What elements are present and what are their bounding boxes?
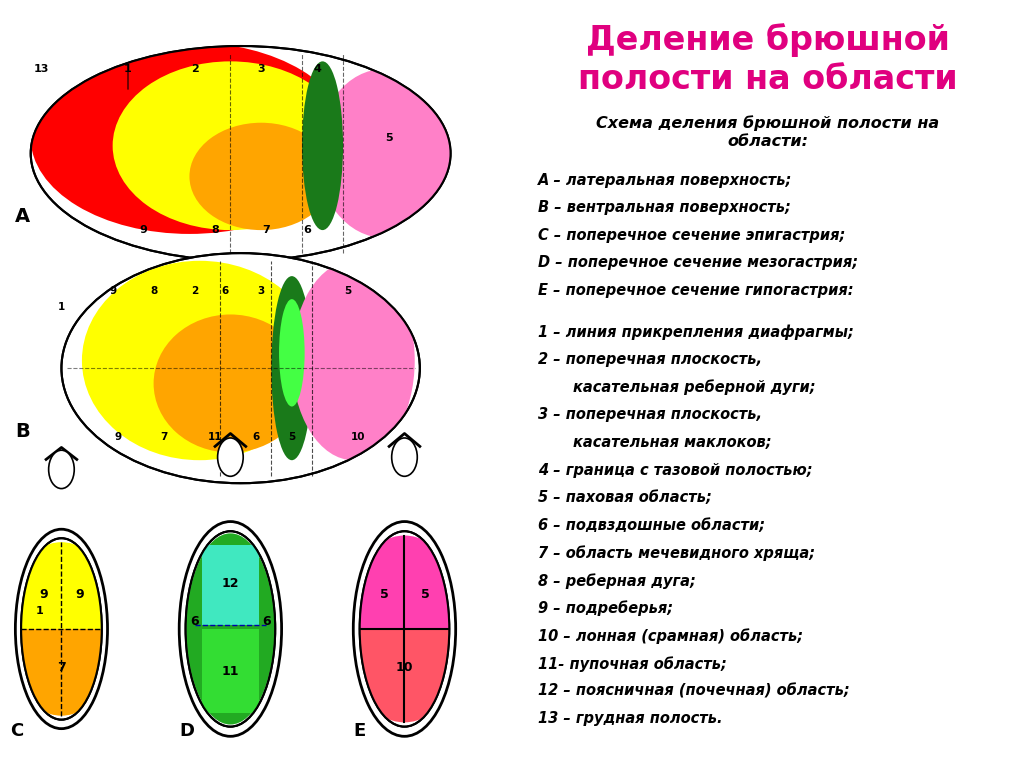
Text: D: D xyxy=(179,723,195,740)
Text: 10 – лонная (срамная) область;: 10 – лонная (срамная) область; xyxy=(538,628,803,644)
Text: B – вентральная поверхность;: B – вентральная поверхность; xyxy=(538,200,791,216)
Text: 1: 1 xyxy=(57,301,66,312)
Text: 13 – грудная полость.: 13 – грудная полость. xyxy=(538,711,722,726)
Text: B: B xyxy=(15,422,30,441)
Text: касательная реберной дуги;: касательная реберной дуги; xyxy=(573,380,816,396)
Text: 9: 9 xyxy=(75,588,84,601)
Text: 5: 5 xyxy=(421,588,429,601)
Text: 2: 2 xyxy=(190,286,199,297)
Text: 4: 4 xyxy=(313,64,322,74)
Wedge shape xyxy=(342,535,467,629)
Text: 3: 3 xyxy=(257,64,265,74)
Ellipse shape xyxy=(359,532,450,726)
Text: 9: 9 xyxy=(39,588,48,601)
Text: 13: 13 xyxy=(33,64,49,74)
Text: 10: 10 xyxy=(351,432,366,443)
Ellipse shape xyxy=(61,253,420,483)
Wedge shape xyxy=(3,629,120,716)
Ellipse shape xyxy=(271,276,312,460)
Text: 7: 7 xyxy=(262,225,270,235)
Text: 12: 12 xyxy=(221,577,240,590)
Text: 9: 9 xyxy=(110,286,116,297)
Text: 7: 7 xyxy=(160,432,168,443)
Text: 11: 11 xyxy=(208,432,222,443)
Ellipse shape xyxy=(113,61,348,230)
Ellipse shape xyxy=(15,529,108,729)
Text: D – поперечное сечение мезогастрия;: D – поперечное сечение мезогастрия; xyxy=(538,255,858,271)
Circle shape xyxy=(217,438,244,476)
Ellipse shape xyxy=(22,538,101,719)
Ellipse shape xyxy=(353,522,456,736)
Ellipse shape xyxy=(189,123,333,230)
Text: A: A xyxy=(15,207,31,226)
Text: 8 – реберная дуга;: 8 – реберная дуга; xyxy=(538,573,695,589)
Ellipse shape xyxy=(82,261,317,460)
Text: 10: 10 xyxy=(395,661,414,674)
Text: 4 – граница с тазовой полостью;: 4 – граница с тазовой полостью; xyxy=(538,463,812,478)
Text: 5: 5 xyxy=(385,133,393,143)
Text: 1: 1 xyxy=(124,64,132,74)
Text: 7: 7 xyxy=(57,661,66,674)
Text: 5: 5 xyxy=(288,432,296,443)
Text: касательная маклоков;: касательная маклоков; xyxy=(573,435,772,450)
Text: Деление брюшной
полости на области: Деление брюшной полости на области xyxy=(579,23,957,97)
Bar xyxy=(203,629,258,713)
Ellipse shape xyxy=(31,46,451,261)
Ellipse shape xyxy=(302,61,343,230)
Ellipse shape xyxy=(31,42,348,234)
Text: 8: 8 xyxy=(211,225,219,235)
Text: 6: 6 xyxy=(252,432,260,443)
Text: 2: 2 xyxy=(190,64,199,74)
Text: 5: 5 xyxy=(344,286,352,297)
Text: 7 – область мечевидного хряща;: 7 – область мечевидного хряща; xyxy=(538,545,815,561)
Text: 11- пупочная область;: 11- пупочная область; xyxy=(538,656,726,672)
Text: 3 – поперечная плоскость,: 3 – поперечная плоскость, xyxy=(538,407,762,423)
Text: 3: 3 xyxy=(257,286,265,297)
Wedge shape xyxy=(342,629,467,723)
Text: C – поперечное сечение эпигастрия;: C – поперечное сечение эпигастрия; xyxy=(538,228,845,243)
Text: Схема деления брюшной полости на
области:: Схема деления брюшной полости на области… xyxy=(596,115,940,150)
Circle shape xyxy=(391,438,418,476)
Text: 5: 5 xyxy=(380,588,388,601)
Ellipse shape xyxy=(292,261,415,460)
Text: 6: 6 xyxy=(190,615,199,628)
Text: 9 – подреберья;: 9 – подреберья; xyxy=(538,601,673,617)
Bar xyxy=(203,545,258,625)
Text: 8: 8 xyxy=(150,286,158,297)
Text: 11: 11 xyxy=(221,665,240,678)
Text: C: C xyxy=(10,723,24,740)
Text: 6: 6 xyxy=(262,615,270,628)
Wedge shape xyxy=(3,542,120,629)
Text: 6: 6 xyxy=(221,286,229,297)
Ellipse shape xyxy=(154,314,307,453)
Text: 5 – паховая область;: 5 – паховая область; xyxy=(538,490,712,505)
Text: 12 – поясничная (почечная) область;: 12 – поясничная (почечная) область; xyxy=(538,683,849,699)
Text: 1: 1 xyxy=(36,606,44,616)
Ellipse shape xyxy=(179,522,282,736)
Text: 6 – подвздошные области;: 6 – подвздошные области; xyxy=(538,518,765,533)
Ellipse shape xyxy=(185,532,275,726)
Text: 6: 6 xyxy=(303,225,311,235)
Ellipse shape xyxy=(279,299,305,407)
Text: 1 – линия прикрепления диафрагмы;: 1 – линия прикрепления диафрагмы; xyxy=(538,324,853,340)
Circle shape xyxy=(49,450,74,489)
Text: 2 – поперечная плоскость,: 2 – поперечная плоскость, xyxy=(538,352,762,367)
Text: 9: 9 xyxy=(139,225,147,235)
Text: 9: 9 xyxy=(115,432,121,443)
Ellipse shape xyxy=(186,533,274,725)
Text: А – латеральная поверхность;: А – латеральная поверхность; xyxy=(538,173,792,188)
Text: E – поперечное сечение гипогастрия:: E – поперечное сечение гипогастрия: xyxy=(538,283,853,298)
Ellipse shape xyxy=(317,69,451,238)
Text: E: E xyxy=(353,723,366,740)
